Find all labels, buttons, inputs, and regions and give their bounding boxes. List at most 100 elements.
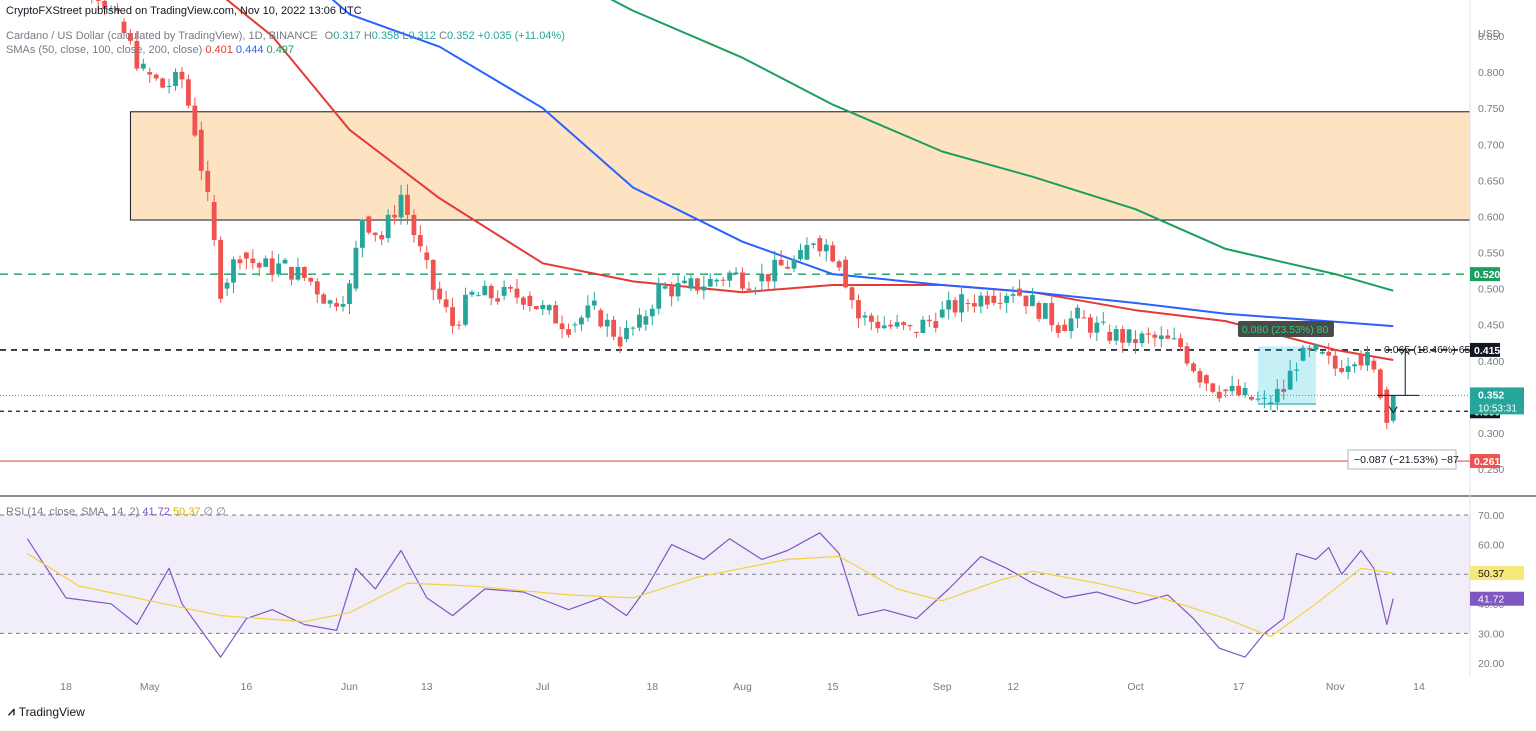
- candle-body: [186, 79, 191, 106]
- candle-body: [759, 274, 765, 282]
- candle-body: [1094, 322, 1100, 333]
- rsi-ma-value: 50.37: [172, 506, 201, 518]
- time-tick-label-6: 18: [646, 681, 658, 693]
- tradingview-brand[interactable]: ⩘ TradingView: [8, 704, 85, 719]
- candle-body: [527, 295, 533, 307]
- candle-body: [276, 263, 282, 275]
- candle-body: [231, 259, 236, 283]
- time-tick-label-11: Oct: [1127, 681, 1143, 693]
- candle-body: [1178, 338, 1184, 347]
- candle-body: [392, 214, 397, 218]
- candle-body: [463, 294, 468, 325]
- candle-body: [366, 216, 372, 233]
- candle-body: [817, 238, 823, 252]
- candle-body: [1210, 383, 1216, 392]
- candle-body: [1352, 364, 1357, 367]
- candle-body: [733, 272, 739, 275]
- candle-body: [630, 327, 636, 329]
- candle-body: [579, 317, 584, 325]
- candle-body: [566, 329, 571, 335]
- rsi-label: RSI (14, close, SMA, 14, 2): [6, 506, 140, 518]
- sma-50-value: 0.401: [205, 44, 233, 56]
- candle-body: [1165, 335, 1171, 339]
- time-tick-label-7: Aug: [733, 681, 752, 693]
- candle-body: [1023, 295, 1029, 307]
- price-tick-label-5: 0.600: [1478, 211, 1504, 223]
- candle-body: [1223, 389, 1229, 392]
- candle-body: [95, 0, 101, 1]
- price-tick-label-3: 0.700: [1478, 139, 1504, 151]
- candle-body: [675, 283, 681, 297]
- candle-body: [153, 74, 159, 79]
- candle-body: [920, 319, 926, 333]
- rsi-empty-1: ∅: [203, 506, 214, 518]
- sma-legend: SMAs (50, close, 100, close, 200, close)…: [6, 44, 294, 56]
- candle-body: [1158, 335, 1164, 340]
- candle-body: [1055, 325, 1061, 333]
- rsi-tick-label-0: 70.00: [1478, 510, 1504, 522]
- supply-zone: [129, 111, 1471, 221]
- candle-body: [1216, 391, 1222, 399]
- candle-body: [269, 258, 275, 275]
- candle-body: [868, 315, 874, 322]
- candle-body: [501, 286, 507, 296]
- candle-body: [379, 235, 385, 240]
- candle-body: [1281, 388, 1287, 392]
- candle-body: [1242, 387, 1248, 396]
- candle-body: [1229, 385, 1235, 392]
- level-tag-bg-1: [1470, 342, 1500, 357]
- candle-body: [147, 72, 153, 75]
- rsi-empty-2: ∅: [216, 506, 226, 518]
- candle-body: [669, 286, 675, 297]
- candle-body: [1171, 338, 1177, 340]
- rsi-tag-bg: [1470, 591, 1524, 606]
- candle-body: [997, 302, 1003, 304]
- symbol-title: Cardano / US Dollar (calculated by Tradi…: [6, 30, 318, 42]
- candle-body: [843, 259, 848, 288]
- candle-body: [140, 63, 146, 69]
- candle-body: [1030, 295, 1035, 307]
- candle-body: [946, 300, 952, 310]
- candle-body: [720, 279, 726, 281]
- candle-body: [340, 304, 346, 307]
- candle-body: [649, 308, 655, 317]
- candle-body: [1075, 307, 1080, 319]
- candle-body: [430, 259, 436, 290]
- candle-body: [218, 239, 224, 299]
- candle-body: [424, 252, 430, 260]
- candle-body: [823, 244, 829, 252]
- candle-body: [1300, 347, 1306, 361]
- published-text: CryptoFXStreet published on TradingView.…: [6, 5, 362, 17]
- candle-body: [1339, 367, 1345, 372]
- time-tick-label-8: 15: [827, 681, 839, 693]
- brand-text: TradingView: [18, 704, 85, 719]
- candle-body: [1203, 375, 1209, 384]
- candle-body: [617, 336, 623, 347]
- candle-body: [372, 232, 378, 236]
- candle-body: [914, 331, 919, 333]
- candle-body: [1146, 333, 1151, 335]
- candle-body: [301, 266, 307, 278]
- candle-body: [1017, 288, 1022, 296]
- candle-body: [166, 86, 172, 88]
- level-tag-bg-0: [1470, 267, 1500, 282]
- candle-body: [965, 303, 971, 305]
- ohlc-high-label: H: [363, 30, 372, 42]
- candle-body: [417, 235, 423, 247]
- candle-body: [533, 306, 539, 310]
- candle-body: [1390, 395, 1396, 421]
- candle-body: [978, 295, 984, 307]
- candle-body: [1274, 388, 1280, 403]
- candle-body: [108, 8, 114, 10]
- time-tick-label-12: 17: [1233, 681, 1245, 693]
- price-tick-label-1: 0.800: [1478, 67, 1504, 79]
- candle-body: [1249, 396, 1254, 400]
- current-price-tag-bg: [1470, 387, 1524, 415]
- candle-body: [1081, 317, 1087, 319]
- candle-body: [746, 288, 752, 291]
- price-tick-label-11: 0.300: [1478, 428, 1504, 440]
- level-tag-0: 0.520: [1474, 269, 1500, 281]
- candle-body: [308, 277, 314, 282]
- axis-currency-label: USD: [1478, 28, 1501, 40]
